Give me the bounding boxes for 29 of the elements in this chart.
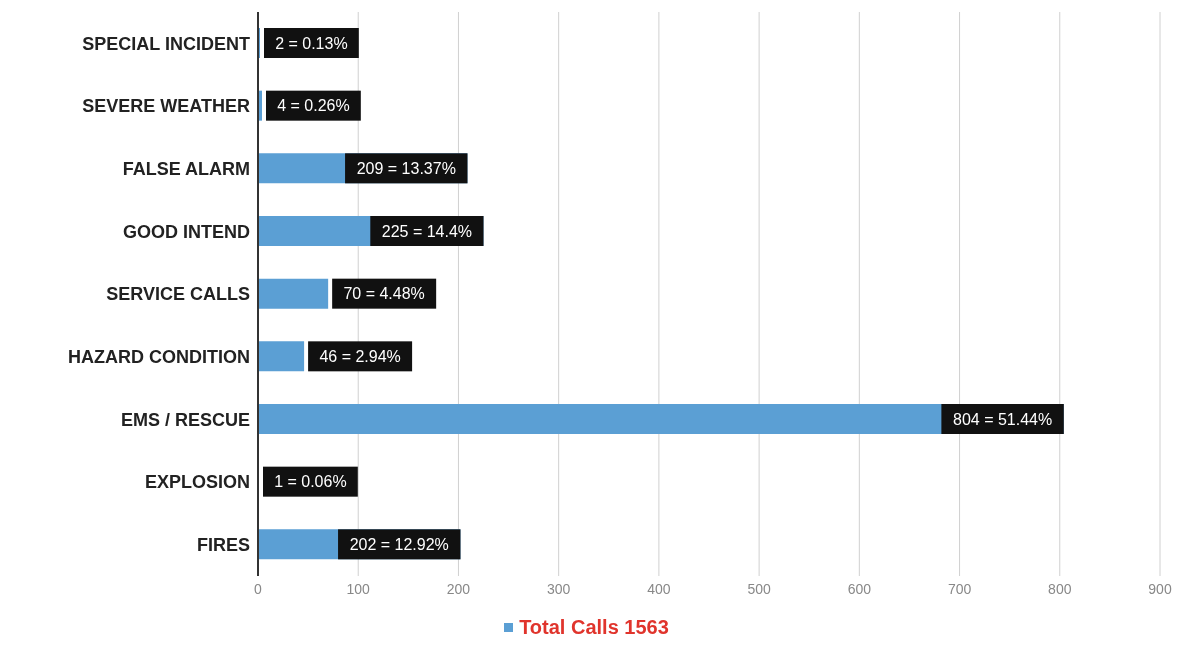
x-tick-label: 0 (254, 580, 263, 597)
data-label: 2 = 0.13% (275, 34, 348, 52)
y-tick-label: FALSE ALARM (122, 159, 250, 180)
x-tick-label: 300 (546, 580, 571, 597)
x-tick-label: 400 (647, 580, 671, 597)
data-label: 70 = 4.48% (343, 285, 425, 303)
data-label: 46 = 2.94% (319, 347, 401, 365)
y-tick-label: SPECIAL INCIDENT (82, 33, 250, 54)
legend-label: Total Calls 1563 (519, 616, 669, 639)
x-tick-label: 900 (1148, 580, 1172, 597)
x-tick-label: 100 (346, 580, 371, 597)
y-tick-label: SERVICE CALLS (106, 284, 250, 305)
data-label: 209 = 13.37% (356, 159, 456, 177)
y-tick-label: SEVERE WEATHER (82, 96, 250, 117)
y-tick-label: FIRES (196, 535, 250, 556)
y-tick-label: HAZARD CONDITION (68, 347, 250, 368)
x-tick-label: 500 (747, 580, 771, 597)
y-tick-label: GOOD INTEND (122, 221, 250, 242)
data-label: 1 = 0.06% (274, 473, 347, 491)
data-label: 225 = 14.4% (381, 222, 473, 240)
data-label: 4 = 0.26% (277, 97, 350, 115)
y-tick-label: EMS / RESCUE (120, 409, 250, 430)
x-tick-label: 600 (847, 580, 872, 597)
y-tick-label: EXPLOSION (144, 472, 250, 493)
x-tick-label: 800 (1048, 580, 1072, 597)
data-label: 202 = 12.92% (349, 535, 449, 553)
x-tick-label: 200 (446, 580, 471, 597)
data-label: 804 = 51.44% (952, 410, 1053, 428)
x-tick-label: 700 (947, 580, 972, 597)
